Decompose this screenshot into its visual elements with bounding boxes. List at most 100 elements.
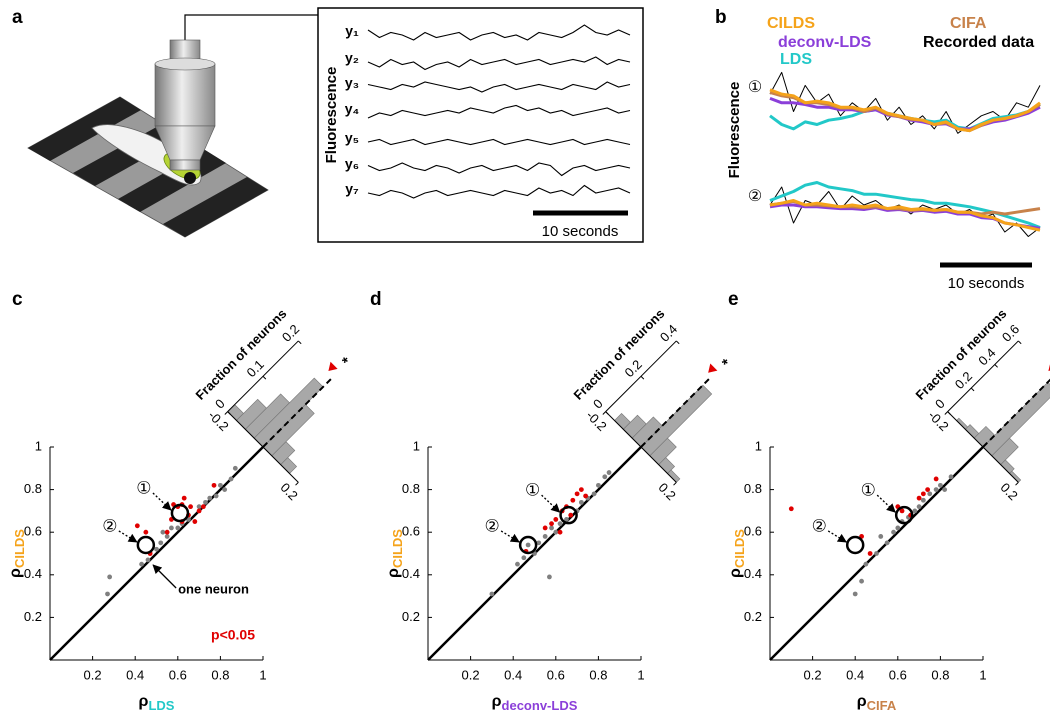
histogram-y-tick <box>605 411 609 415</box>
data-point <box>169 525 174 531</box>
data-point <box>920 491 926 497</box>
x-axis-label: ρCIFA <box>857 693 897 713</box>
data-point <box>557 521 563 527</box>
scale-bar-label: 10 seconds <box>948 275 1025 292</box>
connector <box>184 14 318 62</box>
data-point <box>192 519 198 524</box>
median-marker <box>1048 361 1050 371</box>
data-point <box>578 487 584 492</box>
y-tick-label: 0.8 <box>744 481 762 496</box>
legend-entry: deconv-LDS <box>778 34 872 51</box>
histogram-x-tick <box>602 411 606 415</box>
scale-bar-label: 10 seconds <box>542 223 619 240</box>
histogram-fraction-axis <box>947 340 1019 412</box>
y-axis-label: ρCILDS <box>385 529 405 578</box>
data-point <box>920 497 926 503</box>
data-point <box>207 495 213 501</box>
x-tick-label: 0.8 <box>211 667 229 682</box>
legend-entry: Recorded data <box>923 34 1034 51</box>
y-tick-label: 0.4 <box>402 566 420 581</box>
x-tick-label: 0.8 <box>589 667 607 682</box>
data-point <box>564 517 569 522</box>
highlight-arrow <box>827 530 847 543</box>
data-point <box>160 529 166 535</box>
series-label: y₄ <box>345 101 359 117</box>
x-tick-label: 0.4 <box>846 667 864 682</box>
trace <box>769 88 1041 133</box>
data-point <box>938 482 943 488</box>
data-point <box>181 495 187 501</box>
x-axis-label: ρdeconv-LDS <box>492 693 578 713</box>
histogram-y-tick <box>1018 340 1022 345</box>
highlight-label: ① <box>136 479 151 498</box>
data-point <box>933 487 939 492</box>
histogram-x-tick <box>1015 482 1019 486</box>
histogram-y-tick <box>298 340 302 345</box>
data-point <box>536 540 542 546</box>
trace <box>367 162 631 177</box>
data-point <box>139 561 144 567</box>
highlight-arrow <box>118 530 138 543</box>
data-point <box>203 499 208 505</box>
histogram-x-tick <box>673 482 677 486</box>
y-tick-label: 0.6 <box>744 524 762 539</box>
data-point <box>232 465 238 471</box>
data-point <box>222 487 228 492</box>
highlight-arrow <box>500 530 520 543</box>
y-axis-label: Fluorescence <box>726 82 743 179</box>
x-tick-label: 0.2 <box>84 667 102 682</box>
histogram-y-tick <box>676 340 680 345</box>
data-point <box>164 529 170 535</box>
data-point <box>107 574 113 580</box>
x-tick-label: 0.4 <box>126 667 144 682</box>
highlight-arrow <box>152 492 172 511</box>
data-point <box>200 504 206 510</box>
data-point <box>542 534 548 539</box>
significance-note: p<0.05 <box>211 627 255 643</box>
data-point <box>547 574 552 580</box>
x-tick-label: 0.8 <box>931 667 949 682</box>
histogram-bar <box>667 469 681 483</box>
data-point <box>852 591 858 597</box>
data-point <box>578 499 584 505</box>
significance-marker: * <box>715 356 731 372</box>
data-point <box>912 508 918 514</box>
trace <box>367 138 631 146</box>
panel-letter: e <box>728 289 739 310</box>
data-point <box>154 546 159 552</box>
histogram-fraction-axis <box>227 340 299 412</box>
data-point <box>884 540 890 546</box>
data-point <box>196 504 202 510</box>
y-axis-symbol: ρ <box>7 568 24 578</box>
data-point <box>175 525 181 531</box>
data-point <box>878 534 884 539</box>
y-axis-symbol: ρ <box>385 568 402 578</box>
identity-line <box>49 446 264 661</box>
neuron-label: ② <box>748 188 762 205</box>
y-tick-label: 1 <box>755 438 762 453</box>
x-tick-label: 1 <box>637 667 644 682</box>
data-point <box>916 495 922 501</box>
y-tick-label: 1 <box>35 438 42 453</box>
x-tick-label: 0.2 <box>804 667 822 682</box>
series-label: y₃ <box>345 75 359 91</box>
data-point <box>570 497 576 503</box>
data-point <box>218 482 223 488</box>
y-axis-symbol: ρ <box>727 568 744 578</box>
trace <box>367 104 631 119</box>
data-point <box>188 504 193 510</box>
data-point <box>557 529 563 535</box>
y-tick-label: 0.8 <box>402 481 420 496</box>
histogram-y-tick <box>227 411 231 415</box>
panel-letter: c <box>12 289 23 310</box>
histogram-bar <box>1009 470 1022 483</box>
diagonal-extension <box>262 375 335 448</box>
data-point <box>863 561 869 567</box>
y-tick-label: 0.8 <box>24 481 42 496</box>
highlight-label: ① <box>525 481 540 500</box>
annotation: one neuron <box>178 581 249 596</box>
x-axis-subscript: LDS <box>148 698 174 713</box>
stripe-plate <box>27 96 269 238</box>
trace <box>769 199 1041 232</box>
